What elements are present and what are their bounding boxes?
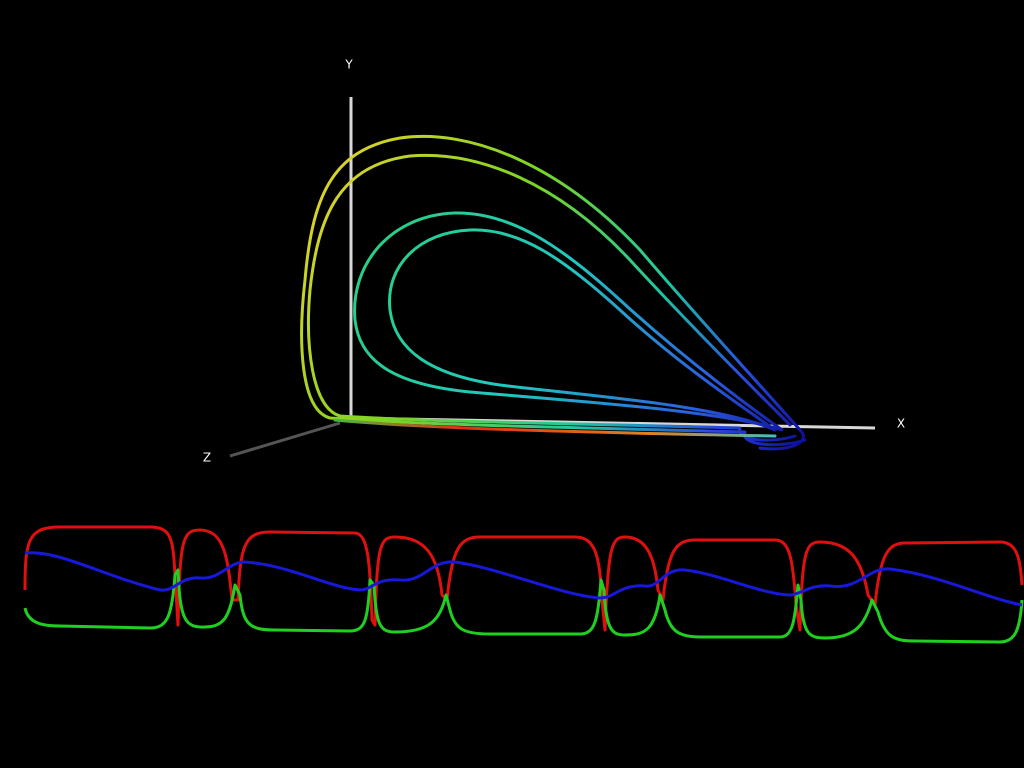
bottom-run	[333, 418, 777, 438]
y-axis-label: Y	[344, 58, 353, 72]
series-red	[23, 525, 1024, 632]
time-series	[23, 525, 1024, 644]
outer-loop	[300, 134, 807, 451]
outer-loop-2	[307, 153, 797, 442]
z-axis	[229, 421, 341, 458]
z-axis-label: Z	[203, 451, 211, 465]
series-blue	[24, 551, 1023, 607]
series-green	[23, 568, 1024, 644]
inner-loop-2	[388, 228, 777, 432]
trajectory	[300, 134, 807, 451]
inner-loop	[353, 211, 784, 432]
x-axis-label: X	[897, 417, 905, 431]
